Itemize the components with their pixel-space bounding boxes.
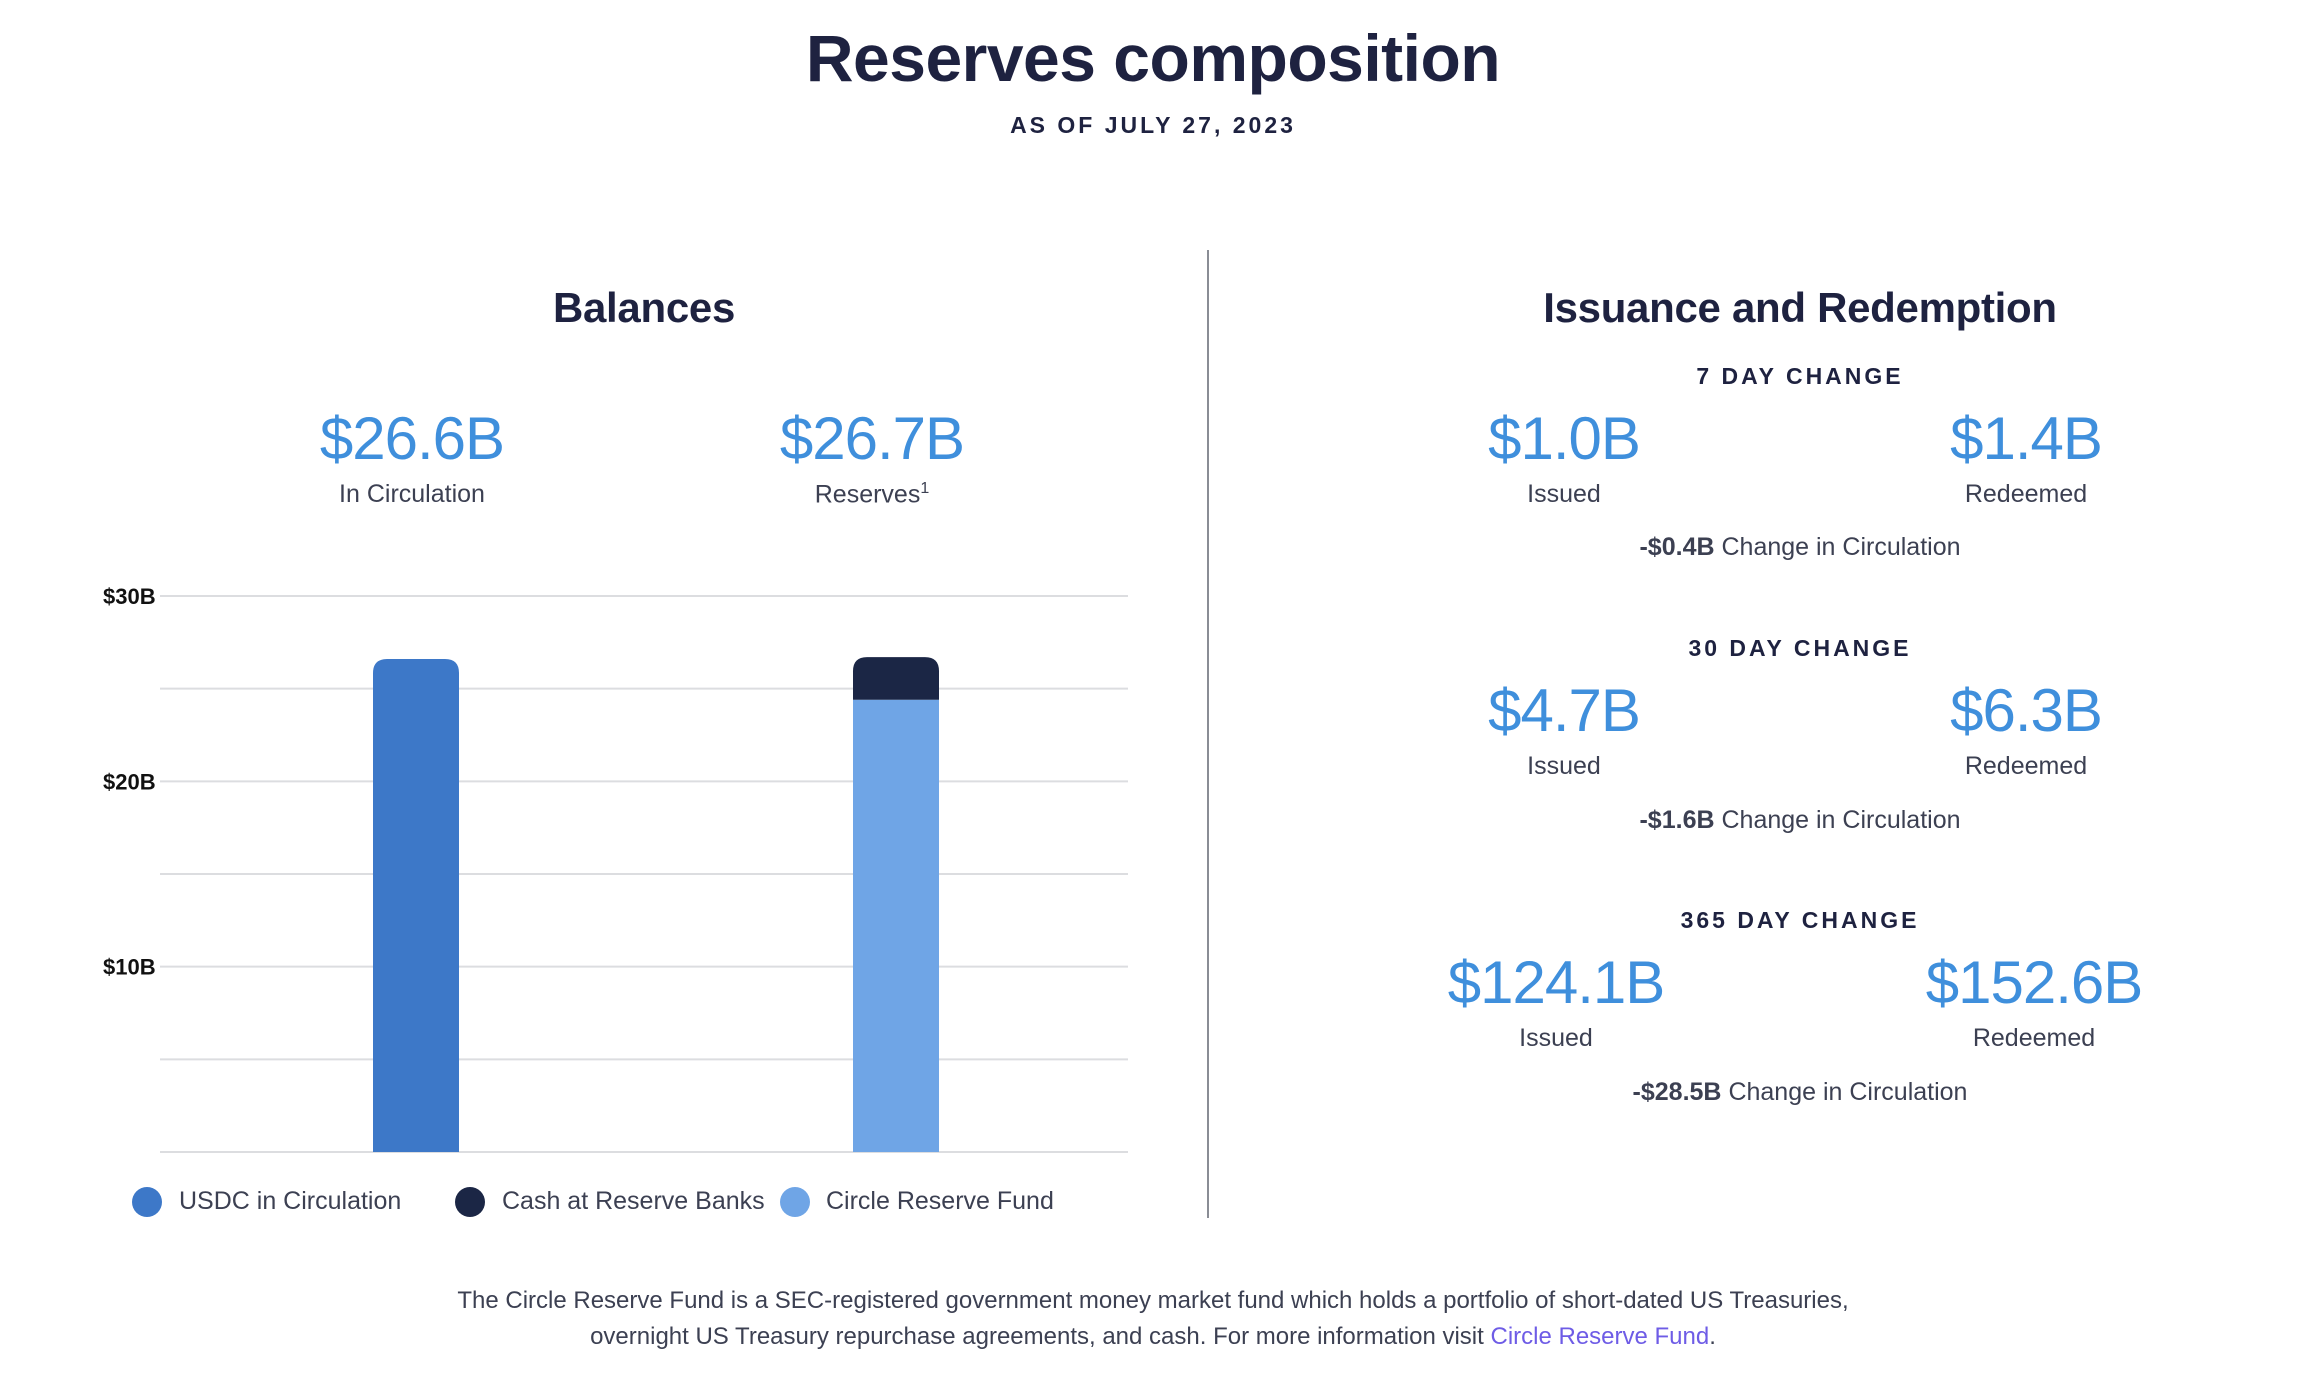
balances-bar-chart: $10B $20B $30B (103, 584, 1128, 1153)
period-365-day-issued-label: Issued (1519, 1024, 1593, 1052)
legend-dot-fund (780, 1187, 810, 1217)
period-365-day-change-value: -$28.5B (1632, 1078, 1722, 1106)
period-7-day-redeemed-label: Redeemed (1964, 480, 2088, 508)
period-30-day-change-label: Change in Circulation (1721, 806, 1961, 834)
footnote: The Circle Reserve Fund is a SEC-registe… (0, 1283, 2306, 1355)
period-30-day-change: -$1.6B Change in Circulation (1290, 806, 2306, 835)
legend-label-usdc: USDC in Circulation (179, 1187, 402, 1215)
period-30-day-redeemed-label: Redeemed (1964, 752, 2088, 780)
circulation-value: $26.6B (319, 405, 505, 472)
period-365-day-issued-value: $124.1B (1447, 949, 1666, 1016)
period-365-day-redeemed-value: $152.6B (1925, 949, 2144, 1016)
period-30-day-label: 30 DAY CHANGE (1688, 635, 1912, 661)
period-7-day-change: -$0.4B Change in Circulation (1290, 533, 2306, 562)
circulation-label: In Circulation (339, 480, 485, 508)
bar-circle-reserve-fund (853, 699, 939, 1152)
period-365-day-redeemed-label: Redeemed (1972, 1024, 2096, 1052)
as-of-date: AS OF JULY 27, 2023 (1010, 112, 1296, 138)
circle-reserve-fund-link[interactable]: Circle Reserve Fund (1490, 1323, 1710, 1350)
y-tick-label: $10B (103, 955, 156, 980)
reserves-value: $26.7B (779, 405, 965, 472)
legend-dot-usdc (132, 1187, 162, 1217)
reserves-footnote-mark: 1 (920, 480, 930, 497)
chart-bars (373, 657, 939, 1152)
period-30-day-issued-value: $4.7B (1488, 677, 1641, 744)
period-7-day-change-value: -$0.4B (1639, 533, 1715, 561)
y-tick-label: $20B (103, 769, 156, 794)
footnote-line-2-end: . (1709, 1323, 1716, 1350)
bar-usdc-in-circulation (373, 659, 459, 1152)
footnote-line-2-text: overnight US Treasury repurchase agreeme… (590, 1323, 1491, 1350)
bar-cash-at-reserve-banks (853, 657, 939, 700)
period-7-day-redeemed-value: $1.4B (1950, 405, 2103, 472)
reserves-label: Reserves (814, 480, 921, 509)
period-365-day-change-label: Change in Circulation (1728, 1078, 1968, 1106)
section-divider (1207, 250, 1209, 1218)
period-7-day-issued-label: Issued (1527, 480, 1601, 508)
chart-gridlines (160, 595, 1128, 1153)
footnote-line-2: overnight US Treasury repurchase agreeme… (0, 1319, 2306, 1355)
balances-title: Balances (552, 284, 736, 331)
period-7-day-label: 7 DAY CHANGE (1696, 363, 1904, 389)
period-30-day-redeemed-value: $6.3B (1950, 677, 2103, 744)
reserves-label-wrap: Reserves1 (672, 480, 1072, 509)
legend-label-cash: Cash at Reserve Banks (502, 1187, 765, 1215)
period-7-day-change-label: Change in Circulation (1721, 533, 1961, 561)
period-365-day-change: -$28.5B Change in Circulation (1290, 1078, 2306, 1107)
legend-label-fund: Circle Reserve Fund (826, 1187, 1054, 1215)
period-30-day-issued-label: Issued (1527, 752, 1601, 780)
period-365-day-label: 365 DAY CHANGE (1680, 907, 1920, 933)
page-title: Reserves composition (805, 21, 1501, 95)
period-30-day-change-value: -$1.6B (1639, 806, 1715, 834)
y-tick-label: $30B (103, 584, 156, 609)
issuance-title: Issuance and Redemption (1543, 284, 2057, 331)
period-7-day-issued-value: $1.0B (1488, 405, 1641, 472)
footnote-line-1: The Circle Reserve Fund is a SEC-registe… (457, 1287, 1849, 1314)
legend-dot-cash (455, 1187, 485, 1217)
chart-y-ticks: $10B $20B $30B (103, 584, 156, 980)
